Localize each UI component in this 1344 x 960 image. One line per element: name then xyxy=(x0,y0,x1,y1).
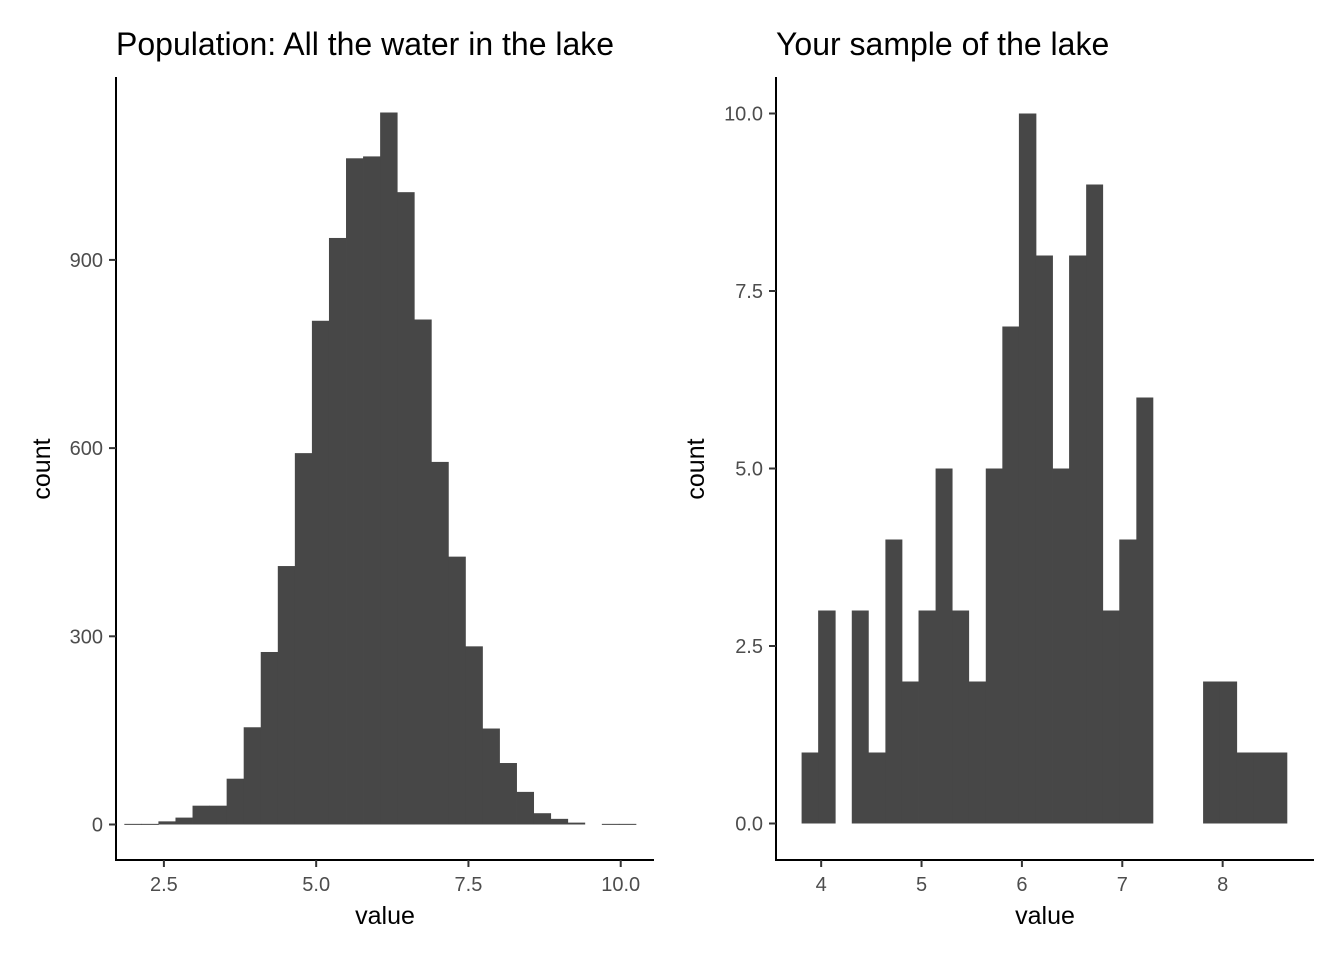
sample-y-tick-label: 10.0 xyxy=(724,104,763,126)
population-histogram-bar-16 xyxy=(397,192,415,825)
sample-histogram-bar-10 xyxy=(968,681,987,824)
sample-y-tick-label: 2.5 xyxy=(735,636,763,658)
population-bars xyxy=(124,112,637,825)
population-histogram-bar-20 xyxy=(465,646,483,825)
population-y-axis-title: count xyxy=(28,438,56,499)
population-x-tick-label: 5.0 xyxy=(302,874,330,896)
sample-histogram-panel: Your sample of the lake 4 5 6 7 8 0.0 2.5 5.0 7… xyxy=(682,26,1314,930)
sample-x-tick-label: 7 xyxy=(1117,874,1128,896)
population-histogram-bar-21 xyxy=(482,728,500,825)
population-histogram-bar-8 xyxy=(260,651,279,825)
population-y-tick-label: 900 xyxy=(70,250,103,272)
population-histogram-bar-25 xyxy=(550,818,569,825)
sample-histogram-bar-27 xyxy=(1253,752,1271,824)
population-histogram-bar-6 xyxy=(226,778,245,825)
population-histogram-bar-15 xyxy=(380,112,398,825)
population-histogram-bar-10 xyxy=(294,453,313,825)
population-x-tick-label: 10.0 xyxy=(601,874,640,896)
population-histogram-bar-26 xyxy=(567,822,586,825)
sample-bars xyxy=(801,113,1288,824)
sample-histogram-bar-4 xyxy=(868,752,886,824)
sample-histogram-bar-13 xyxy=(1018,113,1037,824)
population-histogram-bar-0 xyxy=(124,823,142,825)
sample-y-tick-label: 0.0 xyxy=(735,814,763,836)
population-histogram-bar-9 xyxy=(277,566,296,825)
population-histogram-bar-28 xyxy=(618,823,637,825)
population-histogram-bar-1 xyxy=(141,823,159,825)
sample-y-axis-title: count xyxy=(682,438,710,499)
population-x-tick-label: 7.5 xyxy=(455,874,483,896)
sample-x-tick-label: 8 xyxy=(1217,874,1228,896)
population-histogram-bar-13 xyxy=(346,158,364,825)
population-histogram-bar-19 xyxy=(448,556,466,825)
population-histogram-bar-22 xyxy=(499,763,517,825)
sample-x-tick-label: 4 xyxy=(816,874,827,896)
sample-histogram-bar-28 xyxy=(1269,752,1288,824)
population-histogram-bar-4 xyxy=(192,805,210,825)
population-x-ticks: 2.5 5.0 7.5 10.0 xyxy=(150,860,640,896)
population-y-ticks: 0 300 600 900 xyxy=(70,250,116,836)
population-histogram-bar-23 xyxy=(516,791,535,825)
population-histogram-bar-17 xyxy=(414,319,432,825)
population-histogram-bar-5 xyxy=(209,805,228,825)
sample-histogram-bar-8 xyxy=(935,468,953,824)
population-x-axis-title: value xyxy=(355,902,415,930)
population-x-tick-label: 2.5 xyxy=(150,874,178,896)
population-y-tick-label: 300 xyxy=(70,626,103,648)
sample-y-tick-label: 7.5 xyxy=(735,281,763,303)
population-histogram-bar-2 xyxy=(158,821,176,825)
population-histogram-panel: Population: All the water in the lake 2.… xyxy=(28,26,654,930)
sample-histogram-bar-1 xyxy=(818,610,836,824)
sample-histogram-bar-26 xyxy=(1236,752,1254,824)
sample-histogram-bar-3 xyxy=(851,610,869,824)
sample-y-tick-label: 5.0 xyxy=(735,459,763,481)
population-histogram-bar-27 xyxy=(601,823,620,825)
sample-x-tick-label: 6 xyxy=(1016,874,1027,896)
sample-histogram-bar-17 xyxy=(1086,184,1104,824)
sample-histogram-bar-19 xyxy=(1119,539,1137,824)
population-y-tick-label: 600 xyxy=(70,438,103,460)
sample-histogram-bar-16 xyxy=(1069,255,1087,824)
population-histogram-bar-14 xyxy=(363,156,381,825)
sample-histogram-bar-6 xyxy=(901,681,919,824)
sample-x-tick-label: 5 xyxy=(916,874,927,896)
sample-histogram-bar-14 xyxy=(1035,255,1053,824)
sample-histogram-bar-24 xyxy=(1203,681,1221,824)
sample-histogram-bar-7 xyxy=(918,610,936,824)
sample-histogram-bar-25 xyxy=(1219,681,1238,824)
population-histogram-bar-24 xyxy=(533,813,552,825)
population-y-tick-label: 0 xyxy=(92,814,103,836)
population-histogram-bar-18 xyxy=(431,461,449,825)
sample-histogram-bar-9 xyxy=(952,610,970,824)
sample-histogram-bar-18 xyxy=(1102,610,1120,824)
sample-x-ticks: 4 5 6 7 8 xyxy=(816,860,1228,896)
sample-histogram-bar-5 xyxy=(885,539,903,824)
sample-histogram-bar-12 xyxy=(1002,326,1020,824)
population-histogram-bar-11 xyxy=(311,320,330,825)
sample-chart-title: Your sample of the lake xyxy=(776,26,1109,62)
population-histogram-bar-7 xyxy=(243,727,262,825)
sample-histogram-bar-0 xyxy=(801,752,819,824)
population-histogram-bar-12 xyxy=(328,237,347,825)
sample-y-ticks: 0.0 2.5 5.0 7.5 10.0 xyxy=(724,104,776,836)
sample-histogram-bar-15 xyxy=(1052,468,1070,824)
sample-histogram-bar-11 xyxy=(985,468,1003,824)
sample-x-axis-title: value xyxy=(1015,902,1075,930)
population-chart-title: Population: All the water in the lake xyxy=(116,26,614,62)
sample-histogram-bar-20 xyxy=(1136,397,1154,824)
population-histogram-bar-3 xyxy=(175,817,193,825)
